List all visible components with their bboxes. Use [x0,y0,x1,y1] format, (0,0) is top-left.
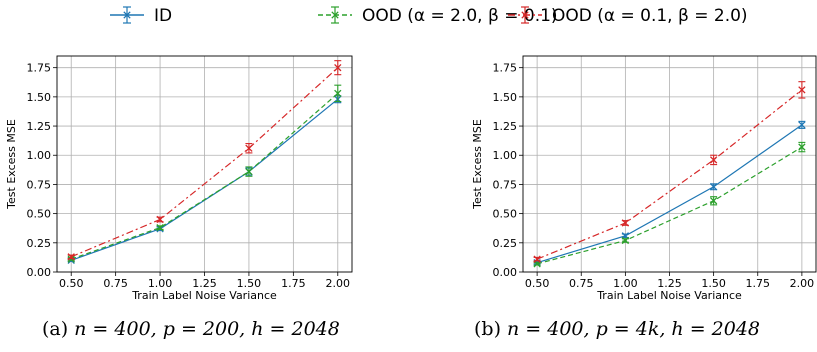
x-axis-label: Train Label Noise Variance [596,289,742,302]
data-point [621,219,630,227]
series [67,60,342,261]
data-point [334,89,342,98]
series-line [71,92,339,260]
data-point [709,197,718,205]
y-tick-label: 0.50 [27,208,52,221]
data-point [67,253,75,261]
legend-entry: ID [110,6,172,26]
y-axis-label: Test Excess MSE [471,119,484,210]
y-tick-label: 1.50 [27,91,52,104]
series [67,84,342,263]
y-tick-label: 0.50 [493,208,518,221]
y-tick-label: 0.75 [493,178,518,191]
x-tick-label: 1.75 [746,277,771,290]
y-tick-label: 1.25 [27,120,52,133]
legend-marker [123,11,131,19]
x-tick-label: 2.00 [790,277,815,290]
data-point [709,156,718,164]
caption-b-params: n = 400, p = 4k, h = 2048 [507,318,761,340]
legend-marker [331,11,339,19]
series-line [70,67,339,258]
y-axis-label: Test Excess MSE [5,119,18,210]
data-point [245,167,253,176]
figure: ID OOD (α = 2.0, β = 0.1)OOD (α = 0.1, β … [5,6,817,302]
legend-label: ID [154,6,172,26]
legend-label: OOD (α = 0.1, β = 2.0) [552,6,748,26]
grid [523,56,816,273]
data-point [334,64,342,72]
grid [57,56,352,273]
x-tick-label: 1.00 [613,277,638,290]
legend-marker [521,11,529,19]
legend: ID OOD (α = 2.0, β = 0.1)OOD (α = 0.1, β … [110,6,748,26]
x-axis-label: Train Label Noise Variance [131,289,277,302]
x-tick-label: 1.00 [148,277,173,290]
y-tick-label: 1.25 [493,120,518,133]
legend-label: OOD (α = 2.0, β = 0.1) [362,6,558,26]
x-tick-label: 1.25 [657,277,682,290]
y-tick-label: 1.75 [493,62,518,75]
series-line [536,124,803,264]
caption-a-label: (a) [42,318,69,340]
y-tick-label: 1.75 [27,62,52,75]
caption-a: (a) n = 400, p = 200, h = 2048 [42,318,340,340]
y-tick-label: 1.50 [493,91,518,104]
x-tick-label: 1.50 [237,277,262,290]
data-point [621,236,630,245]
x-tick-label: 1.25 [192,277,217,290]
x-tick-label: 0.50 [525,277,550,290]
chart-panel-a: 0.50 0.75 1.00 1.25 1.50 1.75 2.00 0.00 0.25 0.50… [5,55,353,302]
y-tick-label: 1.00 [27,149,52,162]
x-tick-label: 0.75 [103,277,128,290]
series-line [536,146,803,265]
y-tick-label: 0.00 [27,266,52,279]
data-point [798,86,806,94]
data-point [798,143,806,151]
y-tick-label: 0.25 [493,237,518,250]
series [533,81,806,263]
x-tick-label: 2.00 [326,277,351,290]
x-tick-label: 0.75 [569,277,594,290]
data-point [156,223,164,232]
y-tick-label: 0.75 [27,178,52,191]
x-tick-label: 0.50 [59,277,84,290]
data-point [709,183,718,191]
chart-panel-b: 0.50 0.75 1.00 1.25 1.50 1.75 2.00 0.00 0.25 0.50… [471,55,817,302]
data-point [156,215,164,224]
caption-b: (b) n = 400, p = 4k, h = 2048 [474,318,760,340]
y-tick-label: 0.00 [493,266,518,279]
data-point [798,121,806,129]
x-tick-label: 1.50 [701,277,726,290]
x-tick-label: 1.75 [281,277,306,290]
y-tick-label: 1.00 [493,149,518,162]
data-point [67,255,75,263]
legend-entry: OOD (α = 0.1, β = 2.0) [508,6,748,26]
caption-a-params: n = 400, p = 200, h = 2048 [74,318,340,340]
data-point [533,255,541,263]
series-line [536,89,803,260]
y-tick-label: 0.25 [27,237,52,250]
data-point [245,144,253,152]
caption-b-label: (b) [474,318,501,340]
legend-entry: OOD (α = 2.0, β = 0.1) [318,6,558,26]
